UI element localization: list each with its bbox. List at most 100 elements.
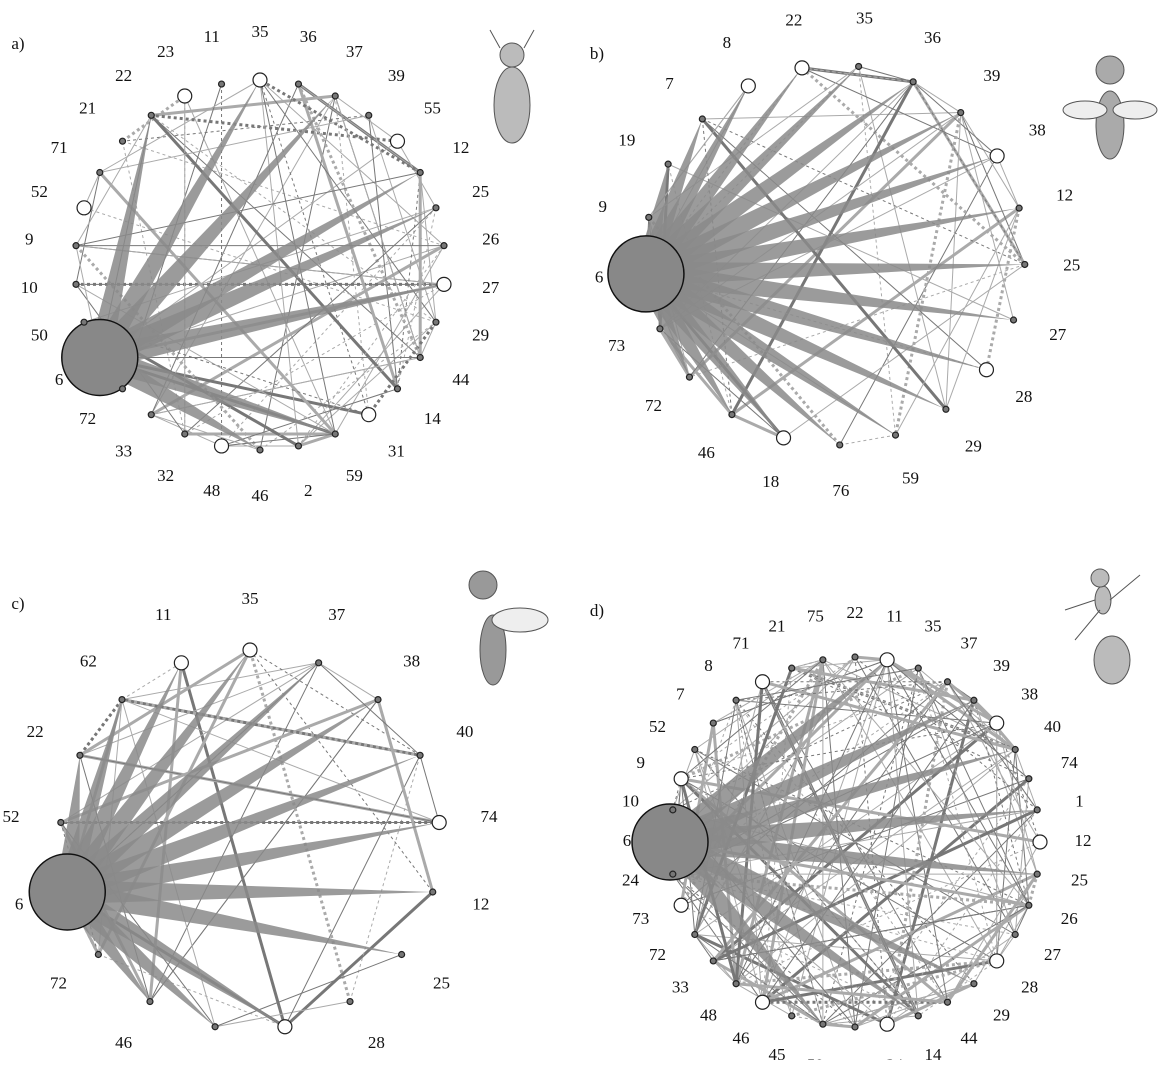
edge: [79, 754, 440, 823]
wedge-edge: [668, 830, 1038, 875]
node: [393, 385, 402, 393]
edge: [822, 1022, 856, 1029]
node-label: 6: [15, 895, 24, 914]
insect-d: [1064, 568, 1141, 685]
node: [217, 80, 226, 88]
edge: [334, 95, 421, 358]
node: [1025, 775, 1033, 783]
edge: [214, 954, 402, 1028]
hub-ring: [631, 803, 709, 881]
node-label: 38: [1029, 120, 1046, 139]
edge: [822, 668, 919, 1025]
edge: [121, 662, 319, 701]
node-label: 22: [115, 66, 132, 85]
edge: [854, 778, 1030, 1028]
node-label: 74: [480, 807, 498, 826]
node-label: 26: [482, 230, 499, 249]
node: [1033, 806, 1041, 814]
wedge-edge: [666, 749, 1016, 854]
node-label: 8: [704, 656, 713, 675]
node-label: 19: [618, 131, 635, 150]
node: [943, 678, 952, 686]
node: [754, 994, 771, 1010]
node: [656, 325, 664, 333]
node-label: 45: [769, 1045, 786, 1060]
edge: [672, 681, 948, 875]
edge: [121, 698, 421, 757]
hub-ring: [61, 318, 139, 397]
node-label: 27: [1044, 945, 1062, 964]
edge: [996, 722, 1038, 875]
node-label: 29: [472, 326, 489, 345]
edge: [1027, 873, 1039, 906]
node-label: 76: [832, 481, 849, 500]
edge: [283, 890, 434, 1028]
edge: [151, 113, 398, 143]
edge: [694, 934, 714, 962]
node-label: 52: [649, 717, 666, 736]
edge: [419, 321, 437, 358]
edge: [822, 809, 1038, 1025]
wedge-edge: [639, 263, 896, 436]
edge: [672, 873, 856, 1028]
node: [118, 695, 126, 704]
edge: [60, 662, 319, 823]
node-label: 9: [598, 197, 607, 216]
node: [989, 148, 1005, 164]
node-label: 46: [252, 486, 269, 505]
edge: [886, 658, 1017, 751]
edge: [75, 172, 101, 285]
node: [970, 980, 978, 988]
network-panel: d)11353739384074112252627282944143431594…: [590, 601, 1092, 1065]
wedge-edge: [60, 881, 285, 1027]
edge: [659, 328, 784, 439]
node-label: 39: [388, 66, 405, 85]
node-label: 59: [902, 469, 919, 488]
edge: [791, 667, 1030, 780]
edge: [680, 659, 824, 780]
edge: [259, 79, 437, 323]
node-label: 38: [403, 652, 420, 671]
edge: [912, 81, 998, 157]
edge: [912, 81, 961, 113]
edge: [713, 659, 824, 724]
edge: [694, 934, 824, 1025]
node-label: 22: [27, 722, 44, 741]
edge: [74, 244, 262, 452]
wedge-edge: [67, 879, 433, 904]
edge: [419, 172, 437, 323]
edge: [735, 700, 824, 1025]
node: [989, 953, 1005, 969]
node: [957, 108, 965, 117]
node-label: 18: [762, 472, 779, 491]
edge: [783, 264, 1026, 439]
edge: [334, 95, 370, 415]
node: [416, 751, 424, 759]
node: [685, 373, 694, 381]
edge: [996, 155, 1020, 209]
node-label: 72: [645, 396, 662, 415]
node-label: 52: [31, 182, 48, 201]
node: [732, 696, 740, 704]
node-label: 21: [769, 617, 786, 636]
edge: [854, 656, 1038, 811]
wedge-edge: [89, 80, 260, 364]
node-label: 71: [51, 138, 68, 157]
edge: [249, 649, 434, 893]
node-label: 24: [622, 870, 640, 889]
node: [855, 62, 863, 71]
node-label: 10: [21, 278, 38, 297]
node-label: 35: [252, 22, 269, 41]
node: [211, 1023, 219, 1031]
edge: [762, 699, 975, 1003]
node-label: 29: [965, 436, 982, 455]
node-label: 34: [886, 1055, 904, 1060]
node-label: 21: [79, 99, 96, 118]
node-label: 59: [346, 466, 363, 485]
hub-ring: [607, 235, 685, 313]
node: [754, 674, 771, 690]
node: [775, 430, 792, 446]
edge: [349, 755, 421, 1002]
edge: [947, 841, 1041, 1003]
